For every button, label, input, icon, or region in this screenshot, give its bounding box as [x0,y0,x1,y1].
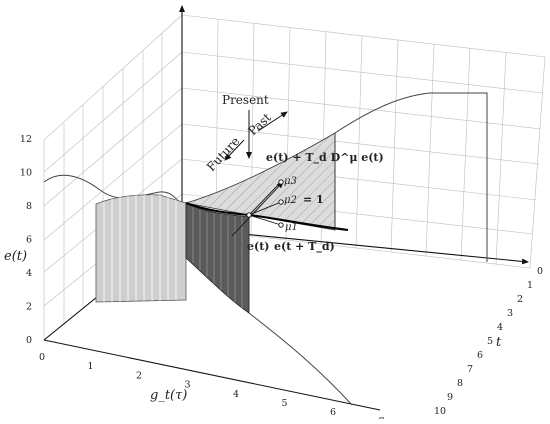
past-arrow [257,111,288,132]
mu3-ray [248,181,282,216]
g-tick-4: 4 [233,389,239,400]
t-tick-4: 4 [497,322,503,333]
t-tick-9: 9 [447,392,453,403]
t-tick-0: 0 [537,266,543,277]
mu1-ray [248,214,282,226]
t-tick-1: 1 [527,280,533,291]
t-tick-8: 8 [457,378,463,389]
derivative-label: e(t) + T_d D^μ e(t) [266,151,384,165]
mu2-equals-label: = 1 [303,193,324,206]
e-tick-0: 0 [26,335,32,346]
g-tick-2: 2 [136,370,142,381]
t-tick-7: 7 [467,364,473,375]
dark-region-stripes [192,207,243,308]
g-tick-3: 3 [184,380,190,391]
e-t-label: e(t) [247,240,270,253]
g-tick-0: 0 [39,352,45,363]
g-tick-6: 6 [330,407,336,418]
t-tick-5: 5 [487,336,493,347]
e-tick-10: 10 [20,168,32,179]
e-tick-4: 4 [26,268,32,279]
t-tick-2: 2 [517,294,523,305]
mu2-label: μ2 [284,195,297,206]
mu1-label: μ1 [285,222,298,233]
g-axis-label: g_t(τ) [150,388,187,403]
g-tick-1: 1 [87,361,93,372]
future-region-light [95,194,187,303]
present-point-marker [246,212,252,218]
future-label: Future [204,134,243,174]
mu2-marker [278,199,284,205]
mu3-label: μ3 [284,176,297,187]
e-t-plus-td-label: e(t + T_d) [274,240,335,254]
e-axis-ticks: 0 2 4 6 8 10 12 [20,134,32,346]
present-label: Present [222,93,269,107]
mu-rays [231,181,284,237]
mu1-marker [278,222,284,228]
t-tick-6: 6 [477,350,483,361]
derivative-arrow [231,181,284,237]
future-region-dark [185,202,250,314]
mu3-marker [278,179,284,185]
e-axis-label: e(t) [4,249,27,264]
t-tick-3: 3 [507,308,513,319]
t-tick-10: 10 [434,406,446,417]
floor-projection-curve [248,312,353,406]
g-axis-line [43,339,381,411]
future-region-stripes [103,195,177,302]
back-wall-curve [334,92,488,262]
t-axis-label: t [496,335,502,350]
e-tick-2: 2 [26,302,32,313]
g-tick-5: 5 [281,398,287,409]
e-tick-6: 6 [26,235,32,246]
e-tick-8: 8 [26,201,32,212]
future-arrow [224,139,245,161]
e-tick-12: 12 [20,134,32,145]
